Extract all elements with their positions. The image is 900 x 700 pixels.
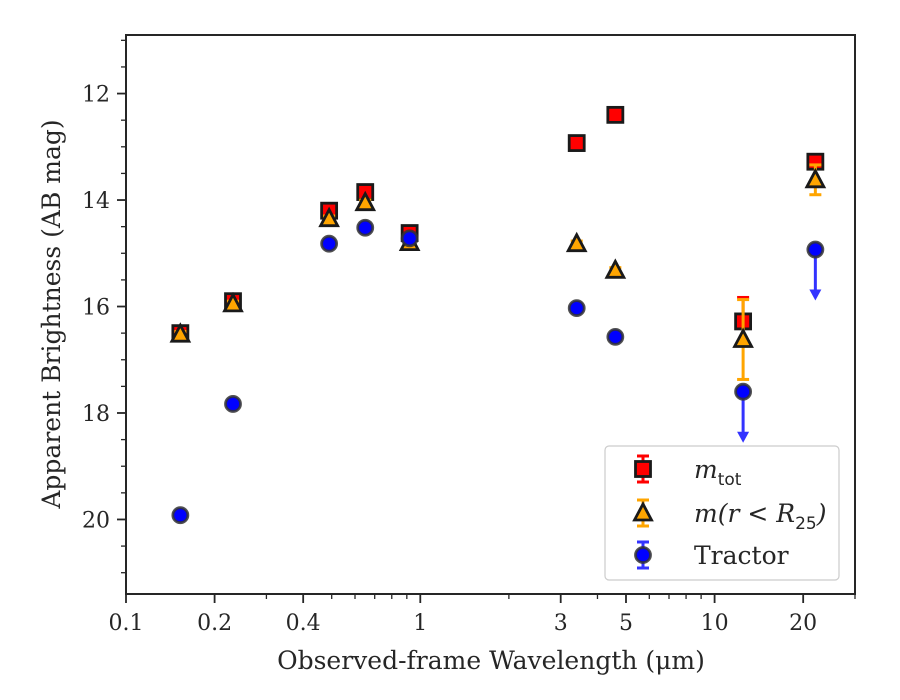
x-tick-label: 1 [413,611,427,636]
data-point-triangle [804,167,827,189]
data-point-triangle [604,258,627,279]
y-tick-label: 18 [82,402,110,427]
y-tick-label: 20 [82,508,110,533]
series-square [171,105,825,347]
y-tick-label: 16 [82,296,110,321]
data-point-circle [606,327,625,346]
data-point-circle [224,395,242,413]
y-axis-title: Apparent Brightness (AB mag) [37,119,66,509]
x-axis-title: Observed-frame Wavelength (μm) [277,646,705,675]
y-axis: 12 14 16 18 20 [82,39,126,574]
legend-label: Tractor [694,541,789,570]
x-tick-label: 3 [554,611,568,636]
legend-marker-triangle [632,501,654,522]
upper-limit-arrow-head [737,431,750,443]
data-point-triangle [222,291,244,313]
series-triangle [169,163,827,381]
plot-marks [169,105,827,525]
y-tick-label: 14 [82,189,110,214]
data-point-triangle [565,231,588,253]
plot-frame [125,34,856,595]
legend: mtot m(r < R25) Tractor [604,445,840,581]
x-tick-label: 20 [789,611,817,636]
data-point-circle [734,382,753,401]
data-point-circle [356,218,375,237]
data-point-square [567,134,586,152]
data-point-circle [171,506,190,525]
x-tick-label: 5 [619,611,633,636]
data-point-triangle [318,206,340,228]
legend-marker-square [634,460,652,478]
x-tick-label: 10 [701,611,729,636]
x-axis: 0.1 0.2 0.4 1 3 5 10 20 [109,594,856,636]
data-point-triangle [732,327,754,348]
data-point-triangle [354,190,377,212]
data-point-circle [400,229,419,248]
data-point-circle [567,299,586,318]
data-point-triangle [169,322,192,343]
data-point-square [606,105,625,124]
y-tick-label: 12 [82,83,110,108]
data-point-circle [806,240,825,259]
data-point-circle [320,234,339,253]
x-tick-label: 0.1 [109,611,144,636]
upper-limit-arrow-head [809,289,822,301]
legend-box [604,445,840,581]
series-circle [171,218,825,525]
x-tick-label: 0.2 [197,611,232,636]
x-tick-label: 0.4 [286,611,321,636]
legend-label: mtot [694,455,742,490]
legend-marker-circle [634,546,652,564]
legend-label: m(r < R25) [694,499,826,534]
